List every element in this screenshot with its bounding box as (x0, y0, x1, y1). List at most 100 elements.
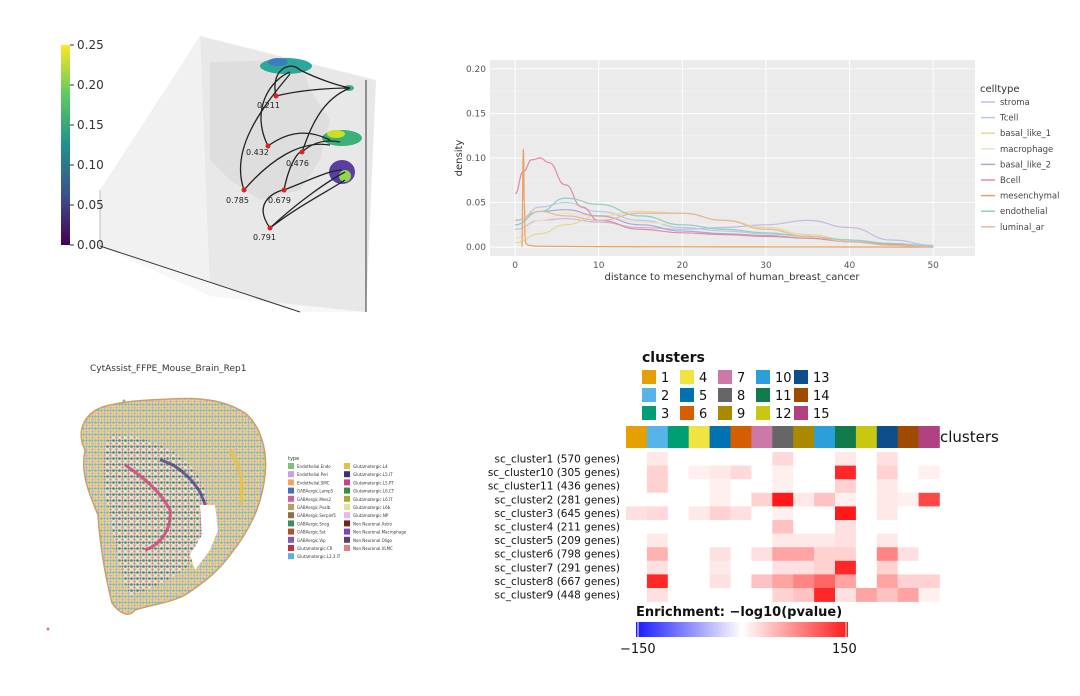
color-scale-bar (636, 622, 848, 637)
annotation-cell-5 (709, 426, 731, 448)
heatmap-cell (793, 588, 815, 602)
legend-swatch (344, 545, 350, 551)
heatmap-cell (835, 547, 857, 562)
heatmap-cell (688, 520, 710, 534)
colorbar-tick-label: 0.05 (77, 198, 104, 212)
legend-label: GABAergic.Sst (297, 530, 326, 535)
annotation-cell-1 (626, 426, 648, 448)
heatmap-cell (793, 547, 815, 562)
legend-label: Endothelial.Endo (297, 464, 331, 469)
cluster-legend-label: 15 (813, 407, 830, 422)
heatmap-cell (751, 465, 773, 480)
heatmap-cell (835, 520, 857, 534)
heatmap-cell (835, 588, 857, 602)
legend-label-Bcell: Bcell (1000, 176, 1020, 186)
heatmap-cell (876, 547, 898, 562)
heatmap-cell (626, 588, 648, 602)
legend-swatch (288, 487, 294, 494)
y-tick-labels: 0.00 0.05 0.10 0.15 0.20 (466, 65, 486, 253)
heatmap-cell (897, 560, 919, 575)
cluster-legend-label: 14 (813, 389, 830, 404)
legend-label-basal_like_2: basal_like_2 (1000, 160, 1051, 170)
row-label: sc_cluster5 (209 genes) (494, 535, 620, 547)
colorbar-tick-label: 0.15 (77, 118, 104, 132)
x-tick-label: 20 (677, 261, 689, 271)
legend-swatch (344, 512, 350, 519)
node-labels: 0.211 0.432 0.476 0.785 0.679 0.791 (226, 101, 309, 242)
node-5 (281, 187, 287, 193)
heatmap-cell (918, 520, 940, 534)
heatmap-cell (688, 465, 710, 480)
heatmap-cell (772, 547, 794, 562)
legend-label: Glutamatergic.L6.CT (353, 489, 395, 494)
cluster-legend-label: 12 (775, 407, 792, 422)
heatmap-cell (688, 506, 710, 521)
heatmap-cell (751, 574, 773, 589)
heatmap-cell (646, 479, 669, 494)
heatmap-cell (897, 574, 919, 589)
heatmap-cell (626, 465, 648, 480)
cluster-legend-label: 3 (661, 407, 669, 422)
cluster-swatch-15 (794, 406, 808, 420)
heatmap-cell (835, 452, 857, 466)
annotation-cell-2 (646, 426, 669, 448)
annotation-cell-8 (772, 426, 794, 448)
heatmap-cell (688, 547, 710, 562)
heatmap-cell (918, 465, 940, 480)
heatmap-cell (730, 506, 752, 521)
heatmap-cell (918, 560, 940, 575)
colorbar-tick-label: 0.20 (77, 78, 104, 92)
heatmap-cell (855, 520, 878, 534)
heatmap-cell (709, 520, 731, 534)
legend-swatch (288, 553, 294, 560)
heatmap-cell (772, 465, 794, 480)
cluster-legend-label: 13 (813, 371, 830, 386)
heatmap-cell (646, 465, 669, 480)
heatmap-cell (814, 547, 836, 562)
heatmap-cell (688, 492, 710, 507)
cluster-legend-label: 6 (699, 407, 707, 422)
legend-swatch (344, 463, 350, 469)
heatmap-cell (814, 588, 836, 602)
density-line-stroma (515, 217, 934, 246)
heatmap-cell (667, 520, 689, 534)
heatmap-cell (709, 560, 731, 575)
cluster-swatch-14 (794, 388, 808, 402)
legend-label-Tcell: Tcell (999, 114, 1018, 124)
heatmap-cell (918, 533, 940, 548)
heatmap-cell (626, 574, 648, 589)
heatmap-cell (751, 588, 773, 602)
heatmap-cell (646, 574, 669, 589)
row-label: sc_cluster7 (291 genes) (494, 562, 620, 574)
colorbar-tick-label: 0.25 (77, 38, 104, 52)
heatmap-cell (730, 533, 752, 548)
heatmap-cell (751, 560, 773, 575)
legend-label-stroma: stroma (1000, 98, 1030, 108)
heatmap-cell (730, 479, 752, 494)
density-line-luminal_ar (515, 210, 934, 248)
legend-label-endothelial: endothelial (1000, 207, 1047, 217)
legend-swatch (288, 536, 294, 543)
heatmap-cell (709, 452, 731, 466)
heatmap-cell (688, 479, 710, 494)
top-annotation (626, 426, 940, 448)
node-3 (299, 149, 305, 155)
heatmap-cell (835, 506, 857, 521)
node-4 (241, 187, 247, 193)
heatmap-cell (814, 574, 836, 589)
cluster-legend-label: 7 (737, 371, 745, 386)
heatmap-cell (646, 533, 669, 548)
legend-swatch (288, 520, 294, 527)
heatmap-cell (855, 452, 878, 466)
annotation-label: clusters (940, 428, 999, 446)
legend-label: Endothelial.Peri (297, 472, 328, 477)
y-tick-label: 0.20 (466, 65, 486, 75)
annotation-cell-10 (814, 426, 836, 448)
heatmap-cell (772, 479, 794, 494)
annotation-cell-4 (688, 426, 710, 448)
annotation-cell-7 (751, 426, 773, 448)
heatmap-cell (688, 452, 710, 466)
heatmap-cell (730, 492, 752, 507)
legend-swatch (344, 487, 350, 494)
legend-label: GABAergic.Vip (297, 538, 326, 543)
